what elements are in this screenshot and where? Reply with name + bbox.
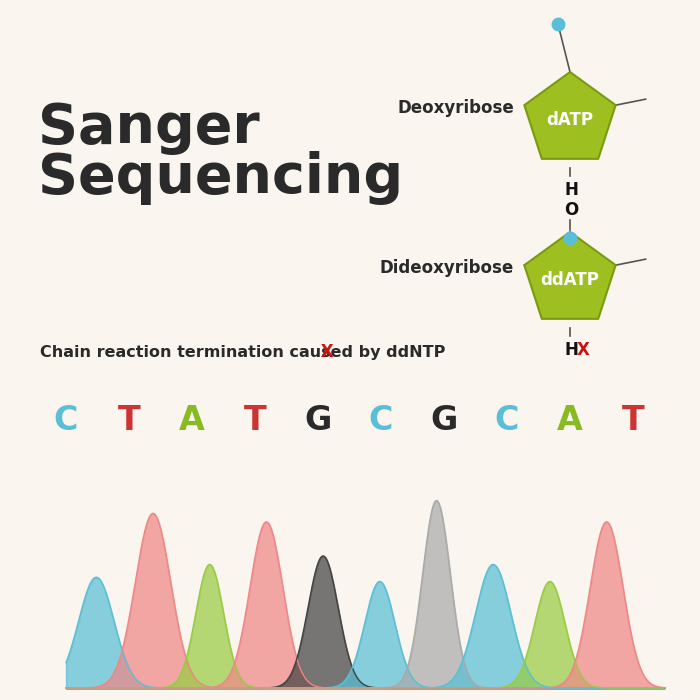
Text: Chain reaction termination caused by ddNTP: Chain reaction termination caused by ddN… (40, 344, 445, 360)
Text: C: C (495, 403, 519, 437)
Polygon shape (524, 72, 616, 159)
Text: ddATP: ddATP (540, 271, 599, 289)
Text: dATP: dATP (547, 111, 594, 129)
Polygon shape (524, 232, 616, 318)
Text: T: T (244, 403, 266, 437)
Text: Sequencing: Sequencing (38, 151, 403, 205)
Text: C: C (54, 403, 78, 437)
Text: Sanger: Sanger (38, 101, 260, 155)
Text: G: G (430, 403, 458, 437)
Text: T: T (118, 403, 140, 437)
Text: X: X (577, 341, 590, 359)
Text: G: G (304, 403, 332, 437)
Text: C: C (369, 403, 393, 437)
Text: A: A (557, 403, 583, 437)
Text: H: H (564, 181, 578, 199)
Text: H: H (564, 341, 578, 359)
Text: Dideoxyribose: Dideoxyribose (379, 259, 514, 277)
Text: T: T (622, 403, 644, 437)
Text: O: O (564, 201, 578, 219)
Text: A: A (179, 403, 205, 437)
Text: Deoxyribose: Deoxyribose (398, 99, 514, 117)
Text: X: X (315, 343, 334, 361)
